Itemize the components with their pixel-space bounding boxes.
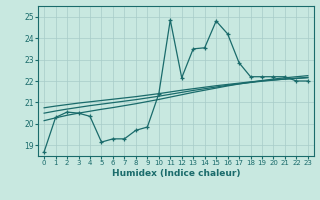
- X-axis label: Humidex (Indice chaleur): Humidex (Indice chaleur): [112, 169, 240, 178]
